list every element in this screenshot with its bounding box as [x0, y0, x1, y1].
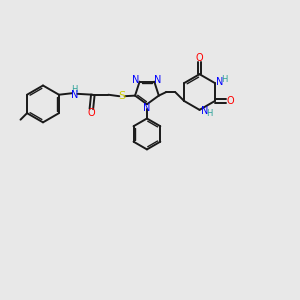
Text: N: N	[132, 76, 140, 85]
Text: S: S	[118, 91, 125, 101]
Text: O: O	[226, 96, 234, 106]
Text: O: O	[196, 52, 203, 63]
Text: H: H	[71, 85, 78, 94]
Text: N: N	[216, 77, 224, 87]
Text: H: H	[221, 75, 228, 84]
Text: N: N	[143, 103, 151, 113]
Text: N: N	[154, 76, 162, 85]
Text: N: N	[71, 90, 78, 100]
Text: O: O	[88, 108, 95, 118]
Text: H: H	[206, 109, 212, 118]
Text: N: N	[201, 106, 208, 116]
